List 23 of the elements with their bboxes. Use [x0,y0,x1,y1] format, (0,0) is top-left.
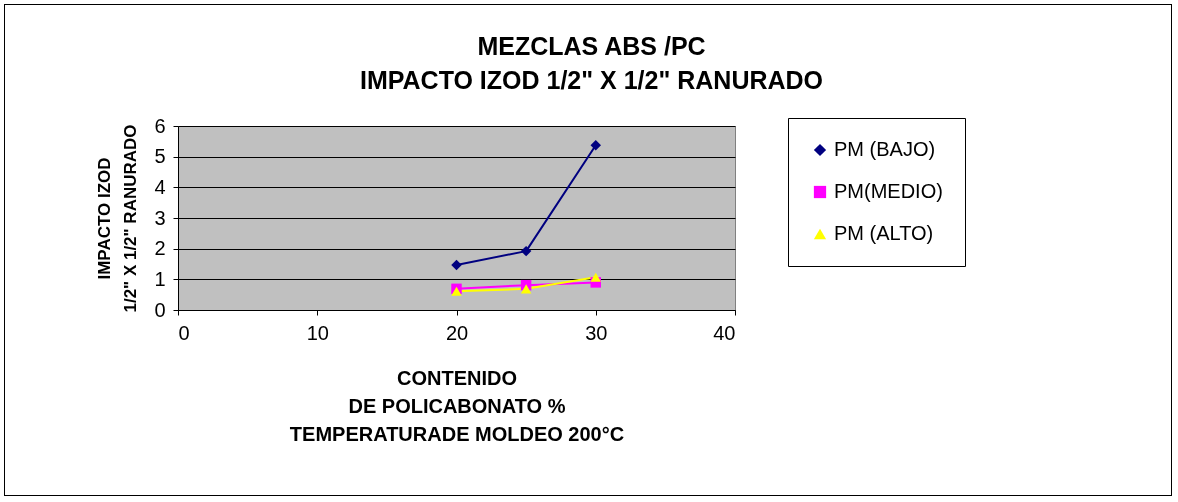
x-tick-label: 10 [306,321,329,344]
point [590,140,601,151]
y-tick-label: 5 [154,145,166,168]
point [520,284,532,294]
legend-label: PM (ALTO) [834,222,934,244]
y-tick-label: 4 [154,175,166,198]
x-tick-label: 30 [585,321,608,344]
y-tick-label: 2 [154,237,166,260]
y-axis-title: IMPACTO IZOD 1/2" X 1/2" RANURADO [95,124,141,313]
y-tick-label: 0 [154,298,166,321]
x-tick-label: 20 [445,321,469,344]
point [590,272,601,282]
y-tick-label: 6 [154,114,166,137]
legend-label: PM (BAJO) [834,138,936,160]
y-tick-label: 1 [154,267,166,290]
x-tick-label: 0 [178,321,190,344]
point [451,259,462,271]
y-tick-label: 3 [154,206,166,229]
legend-label: PM(MEDIO) [834,180,943,202]
chart-title: MEZCLAS ABS /PC IMPACTO IZOD 1/2" X 1/2" RANURADO [359,32,824,94]
point [520,245,532,257]
x-tick-label: 40 [713,321,736,344]
x-axis-title: CONTENIDO DE POLICABONATO % TEMPERATURADE MOLDEO 200°C [289,366,625,445]
